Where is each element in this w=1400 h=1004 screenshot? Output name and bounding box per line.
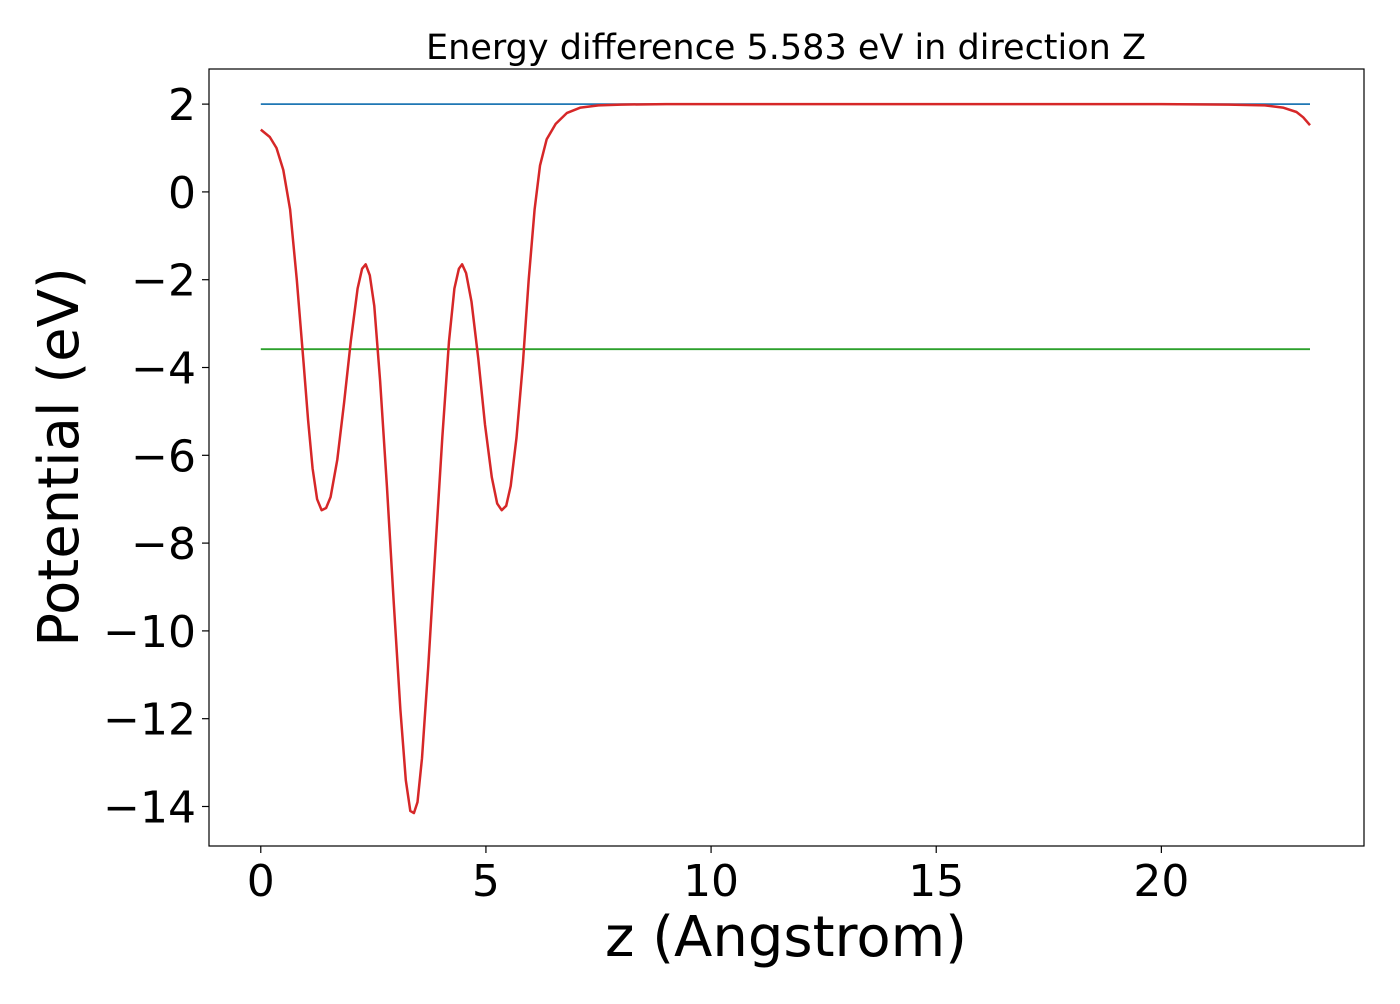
x-tick-label: 5: [472, 856, 500, 907]
plot-frame: [208, 68, 1365, 847]
series-line-0: [260, 102, 1311, 815]
series-layer: [260, 102, 1311, 815]
x-tick-label: 10: [683, 856, 739, 907]
y-tick-label: 0: [168, 168, 196, 219]
y-tick-label: −6: [131, 431, 196, 482]
x-tick-label: 20: [1133, 856, 1189, 907]
y-tick-label: −8: [131, 519, 196, 570]
y-tick-label: −4: [131, 344, 196, 395]
y-axis-label: Potential (eV): [27, 267, 92, 647]
x-tick-label: 0: [247, 856, 275, 907]
y-tick-label: 2: [168, 80, 196, 131]
y-tick-label: −14: [103, 782, 196, 833]
x-tick-label: 15: [908, 856, 964, 907]
x-axis-ticks: 0 5 10 15 20: [247, 846, 1189, 907]
y-tick-label: −2: [131, 256, 196, 307]
y-tick-label: −10: [103, 607, 196, 658]
y-axis-ticks: 2 0 −2 −4 −6 −8 −10 −12 −14: [103, 80, 209, 833]
chart-title: Energy difference 5.583 eV in direction …: [426, 28, 1146, 68]
x-axis-label: z (Angstrom): [605, 905, 967, 970]
y-tick-label: −12: [103, 695, 196, 746]
